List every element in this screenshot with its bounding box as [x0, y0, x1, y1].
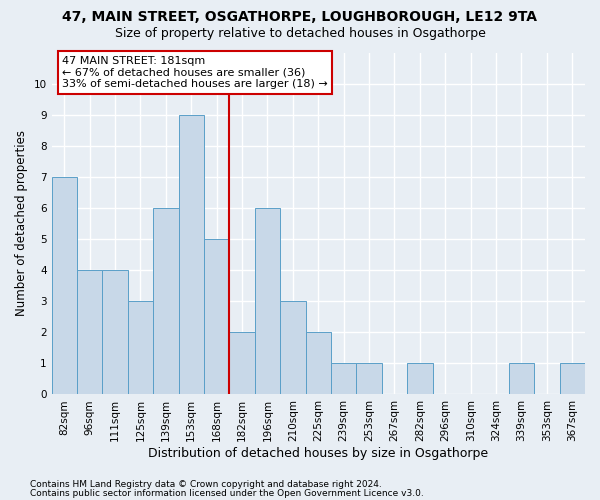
Bar	[509, 364, 534, 394]
Bar	[229, 332, 255, 394]
Bar	[356, 364, 382, 394]
Bar	[52, 177, 77, 394]
Bar	[179, 114, 204, 394]
Text: Contains HM Land Registry data © Crown copyright and database right 2024.: Contains HM Land Registry data © Crown c…	[30, 480, 382, 489]
Bar	[103, 270, 128, 394]
Text: Contains public sector information licensed under the Open Government Licence v3: Contains public sector information licen…	[30, 489, 424, 498]
Bar	[204, 239, 229, 394]
Text: 47, MAIN STREET, OSGATHORPE, LOUGHBOROUGH, LE12 9TA: 47, MAIN STREET, OSGATHORPE, LOUGHBOROUG…	[62, 10, 538, 24]
Bar	[255, 208, 280, 394]
Bar	[153, 208, 179, 394]
Text: Size of property relative to detached houses in Osgathorpe: Size of property relative to detached ho…	[115, 28, 485, 40]
Bar	[305, 332, 331, 394]
Bar	[128, 301, 153, 394]
X-axis label: Distribution of detached houses by size in Osgathorpe: Distribution of detached houses by size …	[148, 447, 488, 460]
Bar	[331, 364, 356, 394]
Bar	[77, 270, 103, 394]
Text: 47 MAIN STREET: 181sqm
← 67% of detached houses are smaller (36)
33% of semi-det: 47 MAIN STREET: 181sqm ← 67% of detached…	[62, 56, 328, 89]
Bar	[280, 301, 305, 394]
Y-axis label: Number of detached properties: Number of detached properties	[15, 130, 28, 316]
Bar	[407, 364, 433, 394]
Bar	[560, 364, 585, 394]
